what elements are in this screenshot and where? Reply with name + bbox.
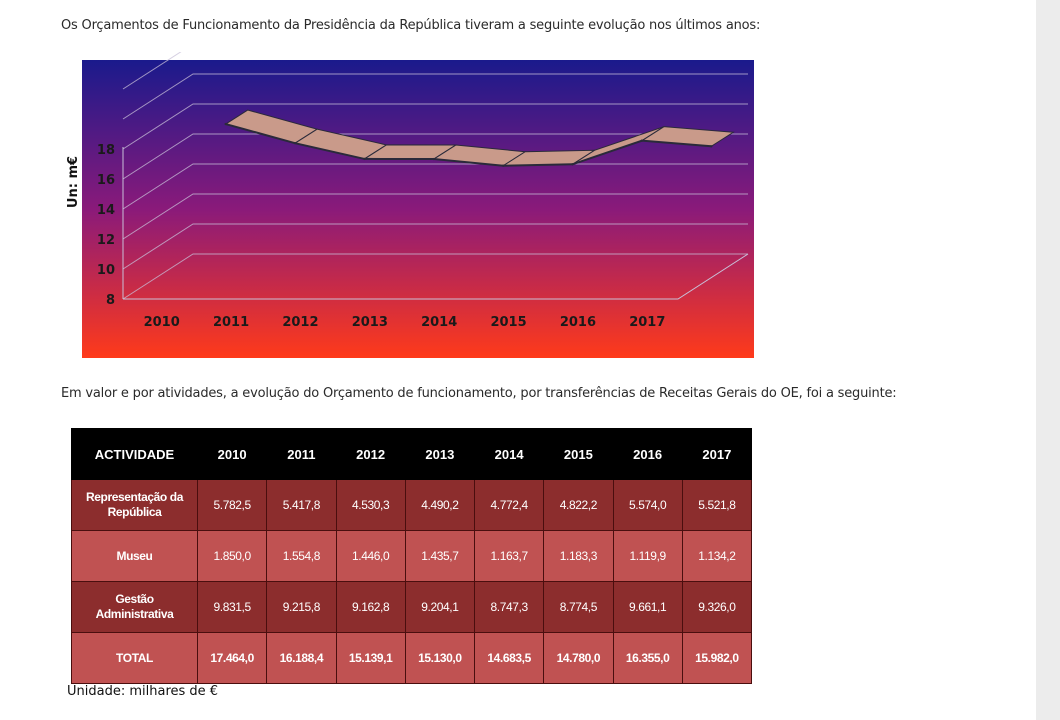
x-tick-label: 2011: [213, 315, 249, 330]
table-cell: 9.162,8: [335, 581, 406, 633]
row-label: TOTAL: [71, 632, 198, 684]
header-year: 2017: [681, 428, 753, 480]
table-cell: 9.661,1: [612, 581, 683, 633]
header-year: 2010: [196, 428, 268, 480]
table-cell: 5.574,0: [612, 479, 683, 531]
table-row: Representação da República 5.782,5 5.417…: [71, 479, 753, 531]
page-gutter: [1036, 0, 1060, 720]
floor-edge: [123, 253, 749, 300]
grid-line: [122, 253, 748, 300]
y-tick-label: 10: [97, 263, 115, 278]
data-point-2011: [293, 141, 297, 145]
header-year: 2012: [335, 428, 406, 480]
ribbon-edge: [225, 123, 712, 167]
data-point-2012: [363, 157, 366, 161]
table-cell: 4.530,3: [335, 479, 406, 531]
table-cell: 16.355,0: [612, 632, 683, 684]
grid-line: [122, 193, 748, 240]
table-cell: 1.850,0: [196, 530, 268, 582]
table-cell: 5.782,5: [196, 479, 268, 531]
budget-chart: 8 10 12 14 16 18 2010 2011 2012 2013 2014 2015 2016…: [61, 52, 760, 367]
y-tick-label: 18: [97, 143, 115, 158]
table-cell: 17.464,0: [196, 632, 268, 684]
header-year: 2013: [404, 428, 476, 480]
table-cell: 14.780,0: [543, 632, 614, 684]
header-year: 2014: [473, 428, 545, 480]
y-tick-label: 12: [97, 233, 115, 248]
x-tick-label: 2013: [352, 315, 388, 330]
table-cell: 1.183,3: [543, 530, 614, 582]
table-cell: 8.774,5: [543, 581, 614, 633]
header-year: 2015: [543, 428, 614, 480]
x-tick-label: 2017: [629, 315, 665, 330]
chart-background: [82, 60, 754, 358]
table-cell: 15.139,1: [335, 632, 406, 684]
intro-paragraph: Os Orçamentos de Funcionamento da Presid…: [61, 18, 761, 33]
grid-line: [122, 133, 748, 180]
data-point-2015: [571, 163, 574, 166]
table-cell: 8.747,3: [473, 581, 545, 633]
table-cell: 9.326,0: [681, 581, 753, 633]
table-intro-paragraph: Em valor e por atividades, a evolução do…: [61, 386, 897, 401]
table-header-row: ACTIVIDADE 2010 2011 2012 2013 2014 2015…: [71, 428, 753, 480]
grid-line: [122, 223, 748, 270]
table-cell: 1.435,7: [404, 530, 476, 582]
grid-line: [122, 73, 748, 120]
table-cell: 4.490,2: [404, 479, 476, 531]
table-cell: 9.204,1: [404, 581, 476, 633]
table-cell: 1.446,0: [335, 530, 406, 582]
x-tick-label: 2016: [560, 315, 596, 330]
table-cell: 5.417,8: [266, 479, 337, 531]
budget-table: ACTIVIDADE 2010 2011 2012 2013 2014 2015…: [71, 428, 753, 684]
row-label: Representação da República: [71, 479, 198, 531]
header-activity: ACTIVIDADE: [71, 428, 198, 480]
grid-line: [122, 103, 748, 150]
unit-note: Unidade: milhares de €: [67, 684, 219, 699]
data-point-2017: [710, 145, 713, 148]
data-point-2010: [224, 122, 227, 126]
data-point-2014: [501, 164, 505, 167]
x-tick-label: 2010: [144, 315, 180, 330]
table-row: Museu 1.850,0 1.554,8 1.446,0 1.435,7 1.…: [71, 530, 753, 582]
grid-line: [122, 52, 182, 90]
table-cell: 5.521,8: [681, 479, 753, 531]
table-cell: 1.554,8: [266, 530, 337, 582]
y-tick-label: 8: [106, 293, 115, 308]
table-cell: 1.134,2: [681, 530, 753, 582]
table-cell: 1.119,9: [612, 530, 683, 582]
table-cell: 9.215,8: [266, 581, 337, 633]
table-cell: 4.822,2: [543, 479, 614, 531]
data-point-2013: [432, 157, 436, 161]
table-cell: 4.772,4: [473, 479, 545, 531]
x-tick-label: 2015: [490, 315, 526, 330]
budget-chart-svg: 8 10 12 14 16 18 2010 2011 2012 2013 2014 2015 2016…: [66, 52, 754, 358]
table-row-total: TOTAL 17.464,0 16.188,4 15.139,1 15.130,…: [71, 632, 753, 684]
header-year: 2011: [266, 428, 337, 480]
data-point-2016: [640, 139, 644, 142]
table-cell: 9.831,5: [196, 581, 268, 633]
row-label: Museu: [71, 530, 198, 582]
table-cell: 15.130,0: [404, 632, 476, 684]
x-tick-label: 2012: [282, 315, 318, 330]
table-cell: 14.683,5: [473, 632, 545, 684]
x-tick-label: 2014: [421, 315, 457, 330]
y-tick-label: 14: [97, 203, 115, 218]
table-cell: 16.188,4: [266, 632, 337, 684]
table-row: Gestão Administrativa 9.831,5 9.215,8 9.…: [71, 581, 753, 633]
budget-table-frame: ACTIVIDADE 2010 2011 2012 2013 2014 2015…: [61, 420, 760, 704]
header-year: 2016: [612, 428, 683, 480]
row-label: Gestão Administrativa: [71, 581, 198, 633]
y-tick-label: 16: [97, 173, 115, 188]
y-axis-label: Un: m€: [66, 156, 81, 208]
table-cell: 15.982,0: [681, 632, 753, 684]
table-cell: 1.163,7: [473, 530, 545, 582]
